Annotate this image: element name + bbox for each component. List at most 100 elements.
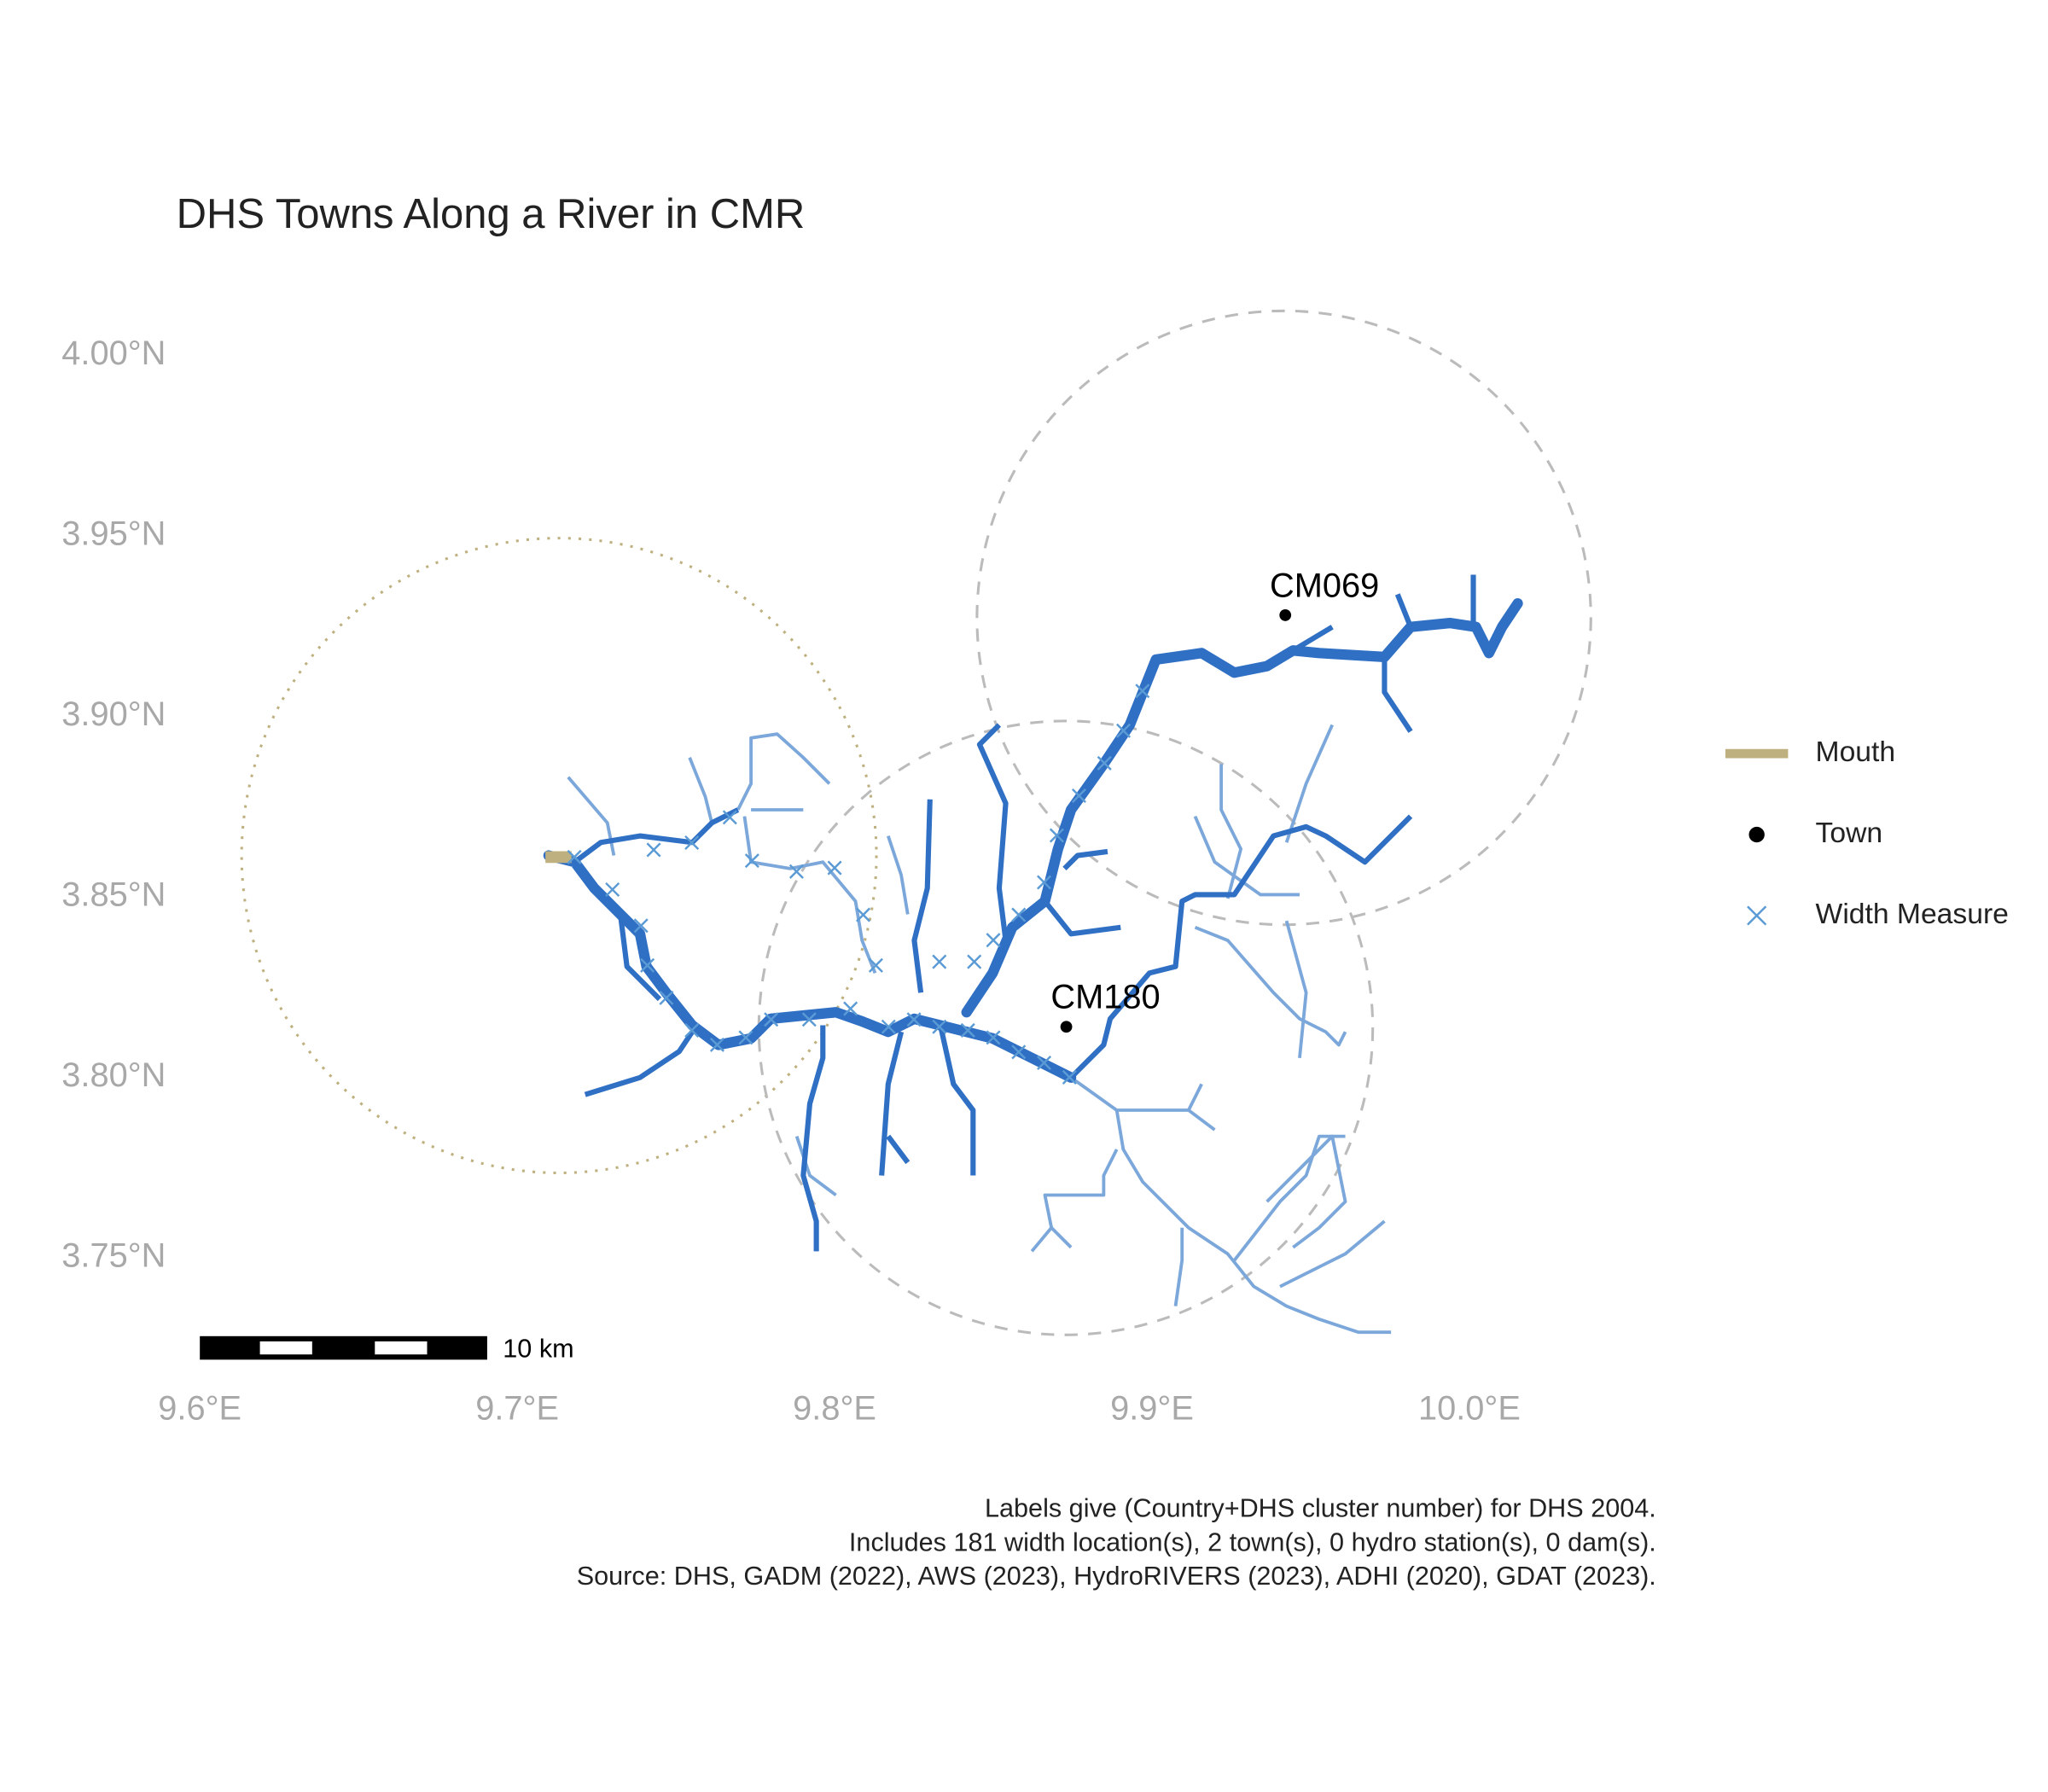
width-measure xyxy=(843,1001,858,1016)
caption: Source: DHS, GADM (2022), AWS (2023), Hy… xyxy=(577,1562,1656,1591)
town-point xyxy=(1060,1021,1073,1033)
y-tick-label: 3.90°N xyxy=(61,695,166,733)
y-tick-label: 3.95°N xyxy=(61,515,166,552)
legend-label: Width Measure xyxy=(1816,899,2009,930)
width-measure xyxy=(881,1019,896,1034)
width-measure xyxy=(709,1037,724,1052)
width-measure xyxy=(868,957,883,973)
river xyxy=(1050,1226,1073,1249)
map-title: DHS Towns Along a River in CMR xyxy=(177,191,806,237)
width-measure xyxy=(659,990,674,1005)
y-tick-label: 3.80°N xyxy=(61,1056,166,1094)
width-measure xyxy=(646,842,661,858)
river xyxy=(1394,593,1413,628)
rivers xyxy=(543,574,1523,1335)
river xyxy=(800,1025,826,1252)
width-measure xyxy=(640,957,655,973)
y-tick-label: 3.75°N xyxy=(61,1236,166,1274)
legend-label: Town xyxy=(1816,817,1883,849)
width-measure xyxy=(1049,828,1064,843)
width-measure xyxy=(1116,723,1132,738)
width-measure xyxy=(633,918,649,934)
river xyxy=(618,914,662,1002)
river xyxy=(736,732,831,811)
width-measure xyxy=(906,1012,922,1027)
width-measure xyxy=(1011,1044,1027,1060)
town-label: CM069 xyxy=(1270,567,1379,604)
width-measure xyxy=(1037,1056,1052,1071)
river xyxy=(543,850,1077,1083)
width-measure xyxy=(605,881,620,897)
scale-label: 10 km xyxy=(503,1335,573,1364)
mouth-buffer xyxy=(240,537,878,1175)
scale-segment xyxy=(375,1341,428,1355)
scale-segment xyxy=(259,1341,312,1355)
scale-bar: 10 km xyxy=(200,1335,574,1364)
legend-label: Mouth xyxy=(1816,736,1896,768)
width-measure xyxy=(1062,1069,1077,1085)
width-measure xyxy=(801,1012,817,1027)
town-label: CM180 xyxy=(1050,979,1160,1016)
river xyxy=(887,835,910,915)
width-measure xyxy=(738,1030,753,1045)
scale-segment xyxy=(200,1335,487,1360)
legend-key xyxy=(1747,905,1767,926)
river xyxy=(1284,920,1308,1058)
width-measure xyxy=(744,853,759,869)
width-measure xyxy=(722,810,737,825)
caption: Labels give (Country+DHS cluster number)… xyxy=(985,1493,1656,1522)
legend-key xyxy=(1748,826,1765,843)
river xyxy=(1062,848,1108,871)
width-measure xyxy=(967,954,982,969)
width-measure xyxy=(1037,875,1052,890)
y-tick-label: 3.85°N xyxy=(61,876,166,913)
river xyxy=(584,1030,695,1097)
town-buffer xyxy=(757,719,1375,1336)
width-measure xyxy=(788,864,804,879)
river xyxy=(879,1031,905,1176)
river xyxy=(911,799,933,993)
river xyxy=(1069,1076,1392,1335)
width-measure xyxy=(1071,788,1086,803)
width-measure xyxy=(684,835,700,850)
river xyxy=(688,757,714,823)
width-measure xyxy=(932,954,947,969)
river xyxy=(567,776,616,856)
x-tick-label: 9.9°E xyxy=(1110,1390,1194,1428)
town-point xyxy=(1279,609,1292,621)
river xyxy=(1265,1134,1347,1249)
river xyxy=(1219,764,1242,899)
river xyxy=(1173,1227,1184,1306)
width-measure xyxy=(1135,684,1150,699)
width-measure xyxy=(684,1022,700,1038)
river xyxy=(1382,656,1413,733)
river xyxy=(1284,724,1334,843)
river xyxy=(1187,1083,1203,1111)
river xyxy=(1043,899,1121,937)
river xyxy=(886,1134,911,1165)
width-measure xyxy=(567,849,582,864)
river xyxy=(976,723,1009,975)
river xyxy=(794,1136,837,1197)
width-measure xyxy=(1011,907,1027,922)
river xyxy=(742,816,877,975)
x-tick-label: 9.6°E xyxy=(158,1390,241,1428)
width-measure xyxy=(1097,755,1112,771)
river xyxy=(1232,1134,1346,1262)
river xyxy=(1068,814,1413,1079)
river xyxy=(1116,1108,1216,1132)
x-tick-label: 9.7°E xyxy=(475,1390,559,1428)
river xyxy=(961,598,1523,1018)
river xyxy=(938,1024,976,1176)
river xyxy=(573,807,740,864)
caption: Includes 181 width location(s), 2 town(s… xyxy=(849,1527,1656,1556)
town-buffer xyxy=(975,309,1592,927)
width-measure xyxy=(960,1022,975,1038)
river xyxy=(1030,1149,1119,1253)
width-measure xyxy=(856,907,871,922)
width-measure xyxy=(986,933,1001,948)
river xyxy=(1194,925,1347,1047)
width-measure xyxy=(986,1030,1001,1045)
